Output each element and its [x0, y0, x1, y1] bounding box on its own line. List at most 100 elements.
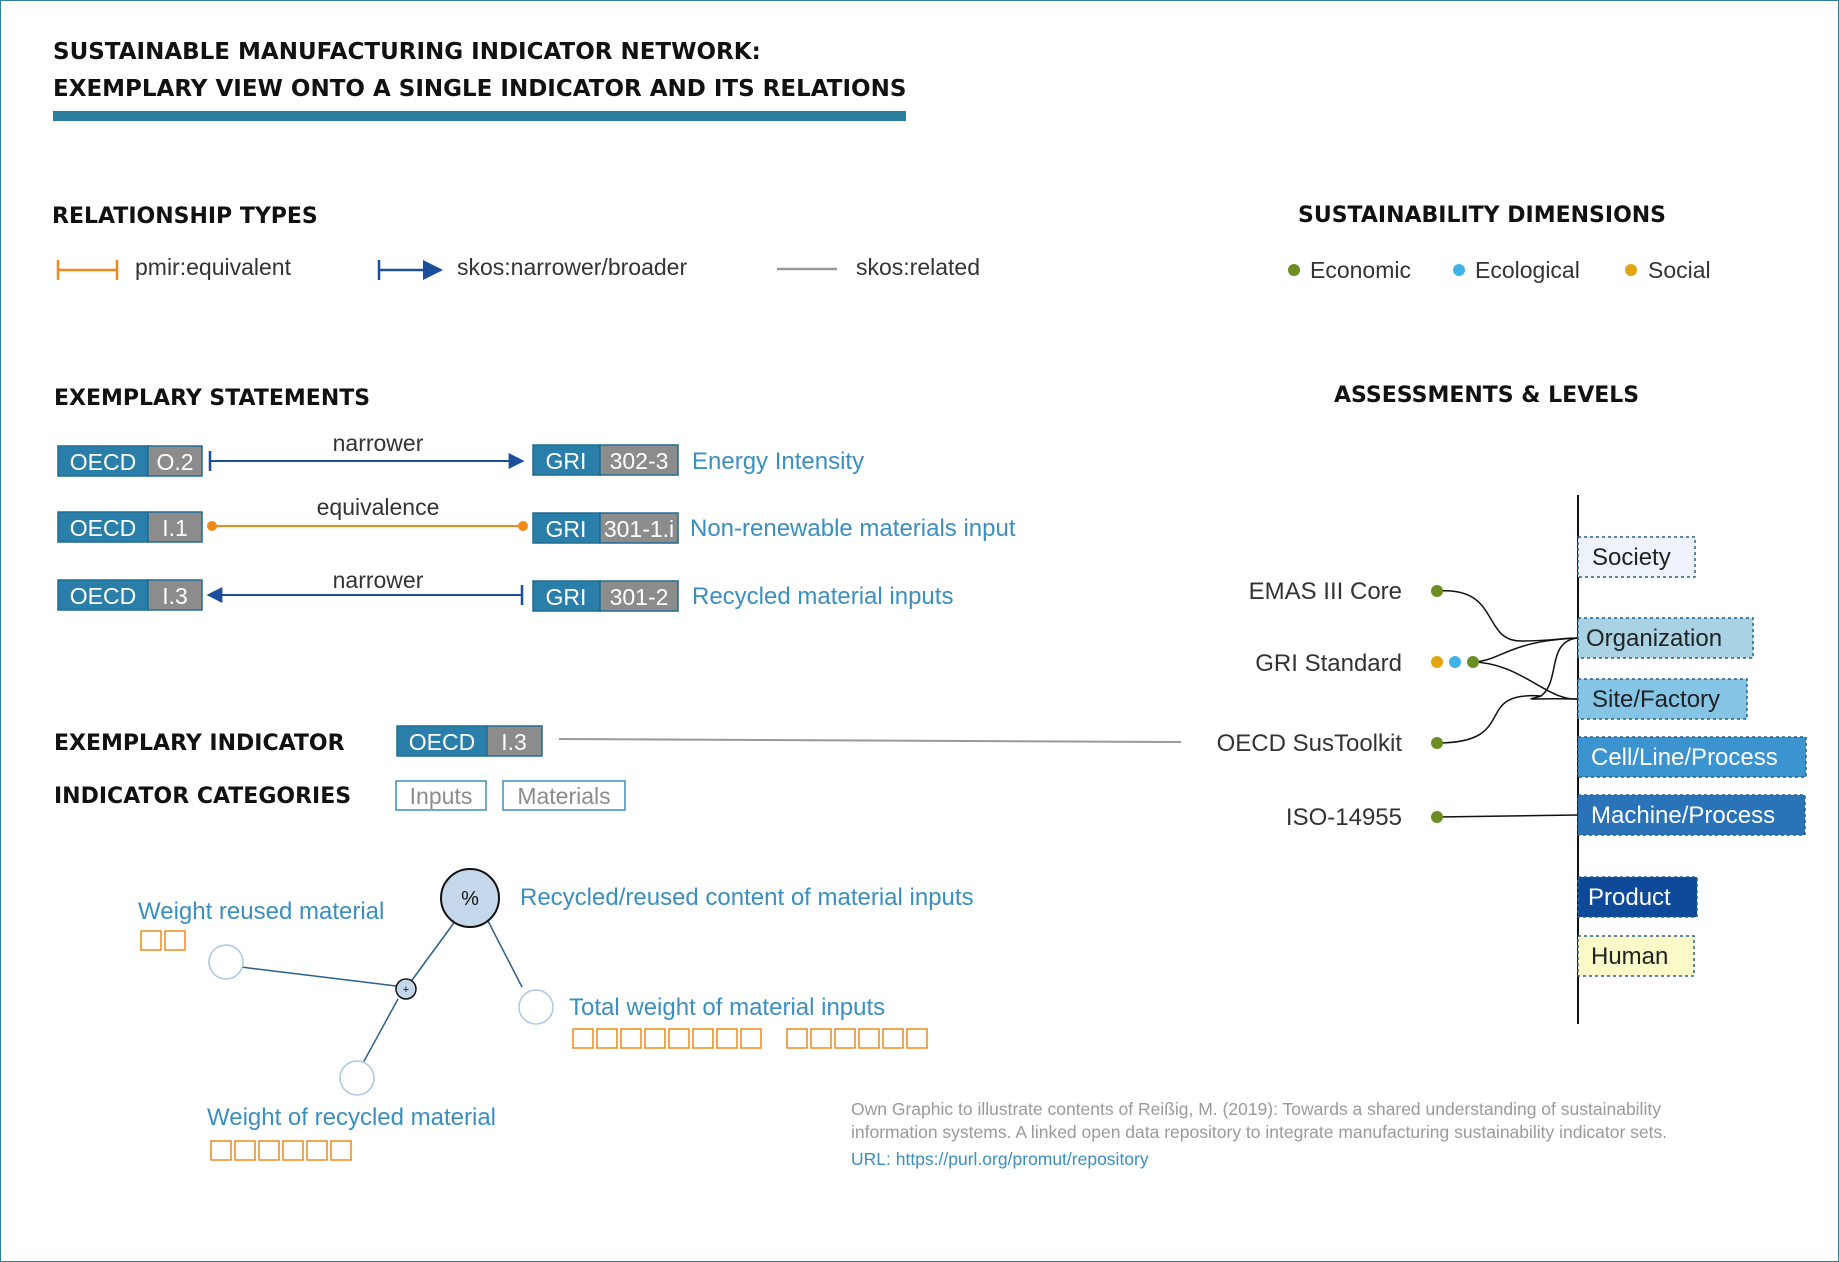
social-label: Social [1648, 257, 1711, 283]
level-label: Organization [1586, 625, 1722, 652]
social-dot [1431, 656, 1443, 668]
digit-box [620, 1028, 642, 1049]
weight-reused-boxes [140, 930, 186, 951]
statements-heading: EXEMPLARY STATEMENTS [54, 386, 370, 411]
level-human: Human [1577, 935, 1695, 977]
statement-row-1: OECD O.2 narrower GRI 302-3 Energy Inten… [57, 430, 864, 477]
org-site-link [1530, 637, 1579, 700]
assessment-label: ISO-14955 [1286, 804, 1402, 831]
digit-box [282, 1140, 304, 1161]
right-code-label: 302-3 [610, 448, 669, 474]
assessment-oecd-sustoolkit: OECD SusToolkit [1217, 730, 1443, 757]
digit-box [834, 1028, 856, 1049]
level-label: Society [1592, 544, 1671, 571]
right-code-badge [599, 512, 679, 544]
left-code-label: I.3 [162, 583, 188, 609]
footer-citation-line-2: information systems. A linked open data … [851, 1122, 1667, 1142]
weight-recycled-label: Weight of recycled material [207, 1104, 496, 1131]
indicator-code-label: I.3 [501, 729, 527, 755]
right-code-label: 301-1.i [604, 516, 674, 542]
assessment-gri: GRI Standard [1255, 650, 1479, 677]
digit-box [234, 1140, 256, 1161]
category-materials: Materials [502, 780, 626, 811]
left-code-label: I.1 [162, 515, 188, 541]
weight-recycled-boxes [210, 1140, 352, 1161]
level-label: Machine/Process [1591, 802, 1775, 829]
footer-citation-line-1: Own Graphic to illustrate contents of Re… [851, 1099, 1661, 1119]
assessment-label: GRI Standard [1255, 650, 1402, 677]
ecological-dot [1449, 656, 1461, 668]
left-code-badge [147, 579, 203, 611]
left-set-label: OECD [70, 515, 136, 541]
plus-node [395, 978, 417, 1000]
level-box [1577, 794, 1806, 836]
indicator-name: Energy Intensity [692, 448, 864, 475]
digit-box [572, 1028, 594, 1049]
equivalence-start-dot [207, 521, 217, 531]
left-set-label: OECD [70, 583, 136, 609]
left-set-badge [57, 445, 149, 477]
title-underline [53, 111, 906, 121]
emas-connector [1436, 590, 1579, 642]
assessment-emas: EMAS III Core [1249, 578, 1443, 605]
right-code-label: 301-2 [610, 584, 669, 610]
dimensions-heading: SUSTAINABILITY DIMENSIONS [1298, 203, 1666, 228]
footer-url[interactable]: URL: https://purl.org/promut/repository [851, 1149, 1149, 1169]
digit-box [140, 930, 162, 951]
indicator-set-label: OECD [409, 729, 475, 755]
digit-box [306, 1140, 328, 1161]
categories-heading: INDICATOR CATEGORIES [54, 784, 351, 809]
legend-narrower-broader: skos:narrower/broader [377, 254, 687, 280]
level-organization: Organization [1577, 617, 1754, 659]
assessment-connectors [1436, 590, 1579, 818]
percent-symbol: % [461, 888, 479, 910]
left-set-badge [57, 579, 149, 611]
level-label: Product [1588, 884, 1671, 911]
related-line-to-oecd-sustoolkit [558, 738, 1182, 743]
plus-symbol: + [403, 984, 409, 996]
level-product: Product [1577, 876, 1698, 918]
oecd-connector [1436, 694, 1542, 744]
indicator-heading: EXEMPLARY INDICATOR [54, 731, 345, 756]
left-code-badge [147, 511, 203, 543]
digit-box [740, 1028, 762, 1049]
total-weight-label: Total weight of material inputs [569, 994, 885, 1021]
economic-dot [1431, 811, 1443, 823]
digit-box [906, 1028, 928, 1049]
economic-dot [1431, 737, 1443, 749]
social-dot [1625, 264, 1637, 276]
right-code-badge [599, 580, 679, 612]
indicator-set-badge [396, 725, 488, 757]
category-materials-label: Materials [517, 783, 610, 809]
ecological-label: Ecological [1475, 257, 1580, 283]
relation-label: narrower [333, 567, 424, 593]
digit-box [596, 1028, 618, 1049]
gri-connector-site [1470, 661, 1579, 700]
indicator-name: Recycled material inputs [692, 583, 953, 610]
legend-related-label: skos:related [856, 254, 980, 280]
assessment-label: OECD SusToolkit [1217, 730, 1403, 757]
equivalence-end-dot [518, 521, 528, 531]
right-set-label: GRI [546, 516, 587, 542]
digit-box [210, 1140, 232, 1161]
weight-recycled-node [339, 1060, 375, 1096]
weight-reused-label: Weight reused material [138, 898, 384, 925]
right-set-badge [532, 512, 601, 544]
iso-connector [1436, 814, 1579, 818]
digit-box [716, 1028, 738, 1049]
title-line-2: EXEMPLARY VIEW ONTO A SINGLE INDICATOR A… [53, 76, 906, 102]
dimension-social: Social [1625, 257, 1711, 283]
economic-dot [1431, 585, 1443, 597]
category-inputs-label: Inputs [410, 783, 473, 809]
formula-tree: % + Recycled/reused content of material … [138, 868, 974, 1161]
legend-related: skos:related [777, 254, 980, 280]
digit-box [692, 1028, 714, 1049]
statement-row-3: OECD I.3 narrower GRI 301-2 Recycled mat… [57, 567, 953, 612]
left-code-badge [147, 445, 203, 477]
dimension-ecological: Ecological [1453, 257, 1580, 283]
economic-dot [1288, 264, 1300, 276]
digit-box [258, 1140, 280, 1161]
level-box [1577, 678, 1748, 720]
